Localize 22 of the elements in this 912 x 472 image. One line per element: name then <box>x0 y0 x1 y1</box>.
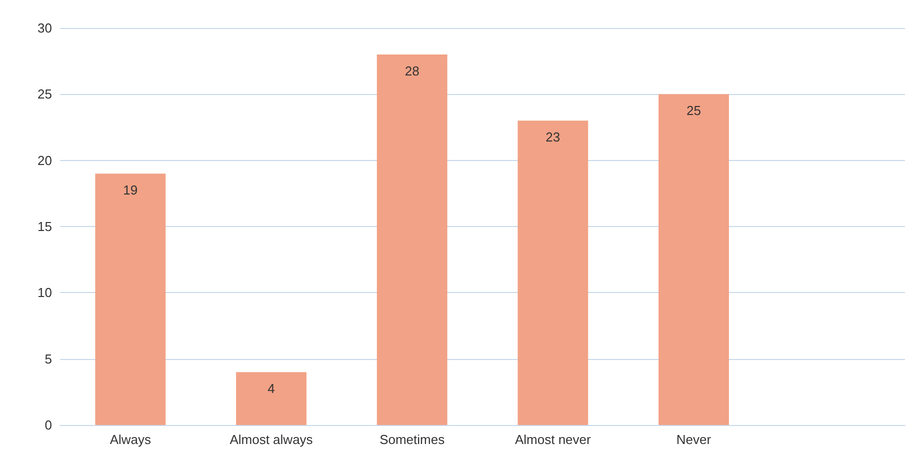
data-label: 25 <box>686 103 701 118</box>
bar <box>376 54 448 425</box>
data-label: 23 <box>546 130 560 145</box>
y-tick-label: 0 <box>44 418 52 432</box>
data-label: 28 <box>404 63 420 78</box>
y-tick-label: 30 <box>38 20 52 36</box>
bar <box>236 372 306 425</box>
bar <box>95 174 166 425</box>
y-tick-label: 10 <box>38 285 52 300</box>
x-tick-label: Sometimes <box>380 432 446 447</box>
x-tick-label: Almost never <box>514 432 592 447</box>
bar <box>518 120 588 425</box>
x-tick-label: Always <box>110 432 152 447</box>
data-label: 4 <box>268 381 275 396</box>
x-tick-label: Never <box>676 432 712 447</box>
x-tick-label: Almost always <box>230 432 314 447</box>
y-tick-label: 5 <box>44 351 52 366</box>
y-tick-label: 25 <box>38 86 52 102</box>
bar <box>658 94 729 425</box>
y-tick-label: 15 <box>38 219 52 234</box>
y-tick-label: 20 <box>38 152 52 168</box>
data-label: 19 <box>123 182 138 198</box>
